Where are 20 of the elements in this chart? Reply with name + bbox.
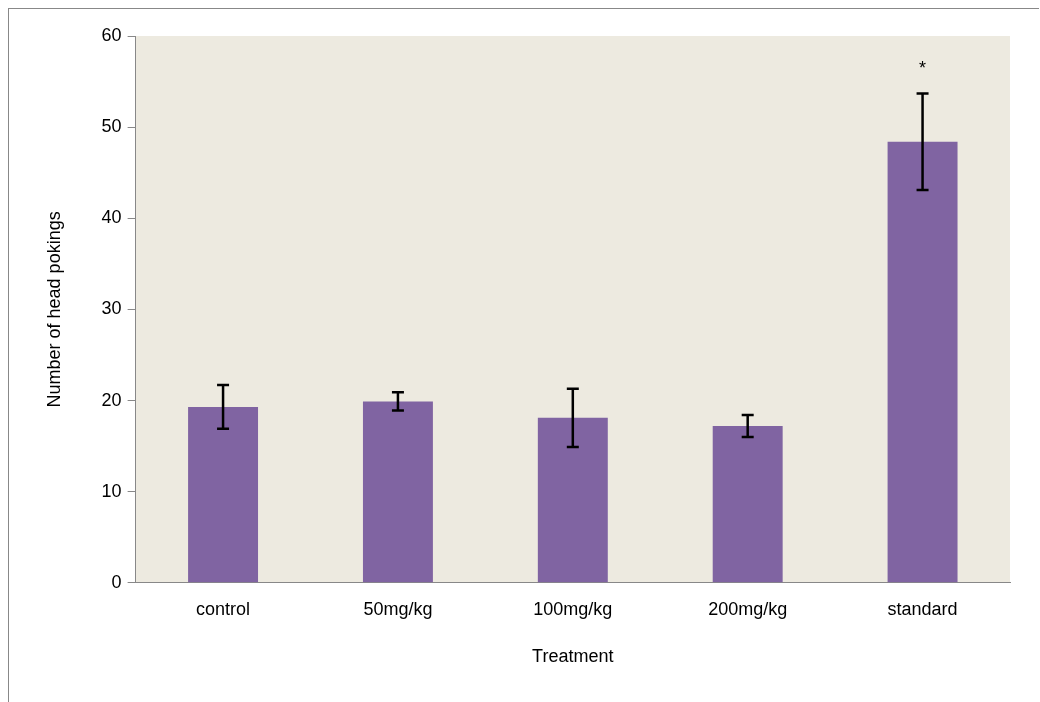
y-tick-label: 40 <box>101 207 122 228</box>
bar <box>362 401 433 583</box>
bar <box>537 417 608 583</box>
x-axis-title: Treatment <box>532 646 614 667</box>
x-tick-label: 200mg/kg <box>708 598 788 619</box>
bar <box>887 141 958 583</box>
annotation: * <box>919 58 927 79</box>
y-tick-label: 0 <box>111 571 122 592</box>
y-tick-label: 50 <box>101 116 122 137</box>
y-tick-label: 20 <box>101 389 122 410</box>
x-tick-label: 50mg/kg <box>363 598 433 619</box>
x-tick-label: 100mg/kg <box>533 598 613 619</box>
y-tick-label: 30 <box>101 298 122 319</box>
y-tick-label: 60 <box>101 24 122 45</box>
y-tick-label: 10 <box>101 480 122 501</box>
bar <box>712 426 783 583</box>
x-tick-label: standard <box>887 598 958 619</box>
x-tick-label: control <box>196 598 251 619</box>
bar <box>188 406 259 583</box>
y-axis-title: Number of head pokings <box>43 211 64 408</box>
